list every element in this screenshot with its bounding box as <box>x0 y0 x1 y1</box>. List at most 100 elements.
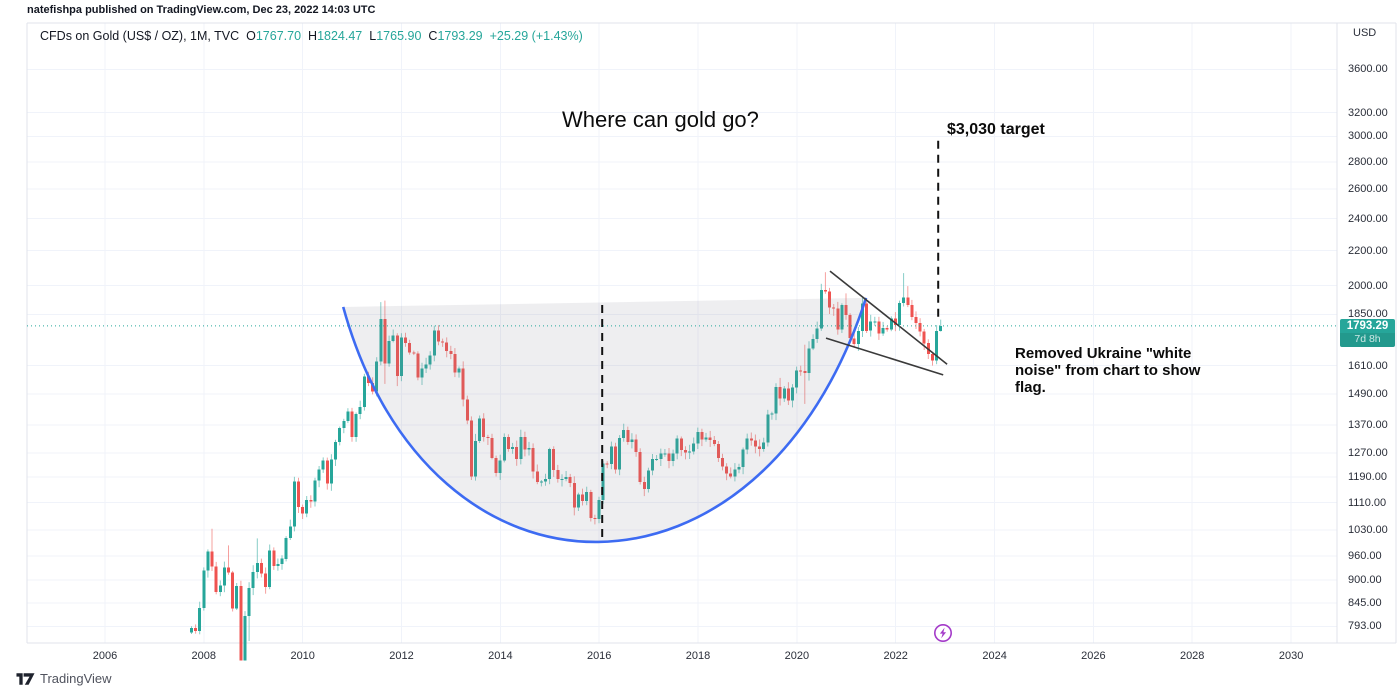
time-tick-label: 2022 <box>883 650 908 662</box>
candle-body <box>753 440 757 447</box>
candle-body <box>560 478 564 480</box>
candle-body <box>692 443 696 452</box>
candle-body <box>782 388 786 399</box>
price-tick-label: 793.00 <box>1348 620 1382 633</box>
price-tick-label: 960.00 <box>1348 550 1382 562</box>
candle-body <box>622 430 626 439</box>
candle-body <box>679 438 683 451</box>
candle-body <box>276 564 280 567</box>
candle-body <box>861 303 864 332</box>
candle-body <box>844 305 848 315</box>
candle-body <box>564 476 568 479</box>
candle-body <box>609 446 613 464</box>
annotation-title: Where can gold go? <box>562 107 759 132</box>
price-tick-label: 1190.00 <box>1348 470 1387 483</box>
currency-label: USD <box>1353 27 1377 39</box>
candle-body <box>741 449 745 468</box>
price-tick-label: 2600.00 <box>1348 183 1388 196</box>
event-marker[interactable] <box>933 623 953 648</box>
price-tick-label: 3600.00 <box>1348 63 1388 76</box>
candle-body <box>461 368 465 400</box>
candle-body <box>404 337 407 344</box>
candle-body <box>655 459 659 461</box>
candle-body <box>305 499 309 514</box>
candle-body <box>819 290 823 329</box>
candle-body <box>412 352 416 354</box>
candle-body <box>202 570 206 608</box>
candle-body <box>445 342 449 351</box>
candle-body <box>280 558 284 565</box>
candle-body <box>424 364 428 369</box>
candle-body <box>469 420 473 477</box>
candle-body <box>589 492 593 518</box>
tradingview-logo[interactable]: TradingView <box>16 671 112 686</box>
candle-body <box>638 452 642 483</box>
candle-body <box>922 331 926 344</box>
price-tick-label: 1610.00 <box>1348 359 1388 372</box>
candle-body <box>762 442 766 450</box>
candle-body <box>325 460 329 484</box>
candle-body <box>700 431 704 440</box>
candle-body <box>939 325 943 332</box>
time-tick-label: 2024 <box>982 650 1007 662</box>
candle-body <box>614 446 617 470</box>
candle-body <box>914 317 918 324</box>
candle-body <box>696 431 700 444</box>
candle-body <box>688 451 692 453</box>
candle-body <box>441 341 445 343</box>
candle-body <box>539 481 543 483</box>
candle-body <box>708 437 712 441</box>
candle-body <box>338 428 342 443</box>
candle-body <box>457 368 461 373</box>
candle-body <box>646 470 650 489</box>
candle-body <box>556 469 560 480</box>
time-tick-label: 2008 <box>191 650 217 662</box>
time-tick-label: 2028 <box>1179 650 1205 662</box>
grid <box>27 23 1337 643</box>
candle-body <box>856 331 860 344</box>
candle-body <box>935 330 939 361</box>
candle-body <box>585 492 589 501</box>
candle-body <box>576 494 580 508</box>
candle-body <box>395 335 399 376</box>
candle-body <box>733 469 737 477</box>
candle-body <box>815 328 819 340</box>
last-price-badge[interactable]: 1793.29 7d 8h <box>1340 318 1395 347</box>
candle-body <box>354 414 358 437</box>
time-tick-label: 2006 <box>92 650 118 662</box>
price-tick-label: 2000.00 <box>1348 279 1388 292</box>
candle-body <box>474 441 477 477</box>
candle-body <box>535 471 539 483</box>
candle-body <box>716 444 720 458</box>
candle-body <box>671 453 675 462</box>
price-tick-label: 1270.00 <box>1348 447 1388 459</box>
candle-body <box>432 330 436 356</box>
candle-body <box>515 446 519 459</box>
attribution-text: natefishpa published on TradingView.com,… <box>27 4 376 16</box>
candle-body <box>667 453 671 462</box>
bar-countdown: 7d 8h <box>1340 332 1395 347</box>
time-tick-label: 2012 <box>389 650 414 662</box>
price-change: +25.29 (+1.43%) <box>489 29 583 43</box>
price-tick-label: 2400.00 <box>1348 212 1388 225</box>
candle-body <box>766 414 770 443</box>
candle-body <box>329 459 333 484</box>
candle-body <box>313 480 317 502</box>
candle-body <box>235 586 239 609</box>
candle-body <box>227 567 230 573</box>
candle-body <box>194 627 198 632</box>
symbol-title: CFDs on Gold (US$ / OZ), 1M, TVC <box>40 29 240 43</box>
candle-body <box>531 448 535 472</box>
candle-body <box>778 386 782 399</box>
price-tick-label: 900.00 <box>1348 573 1382 586</box>
candle-body <box>218 585 222 592</box>
last-price-value: 1793.29 <box>1346 319 1389 332</box>
candle-body <box>568 476 572 483</box>
candle-body <box>885 328 889 330</box>
time-tick-label: 2016 <box>586 650 612 662</box>
candle-body <box>428 355 432 365</box>
candle-body <box>465 399 469 421</box>
candle-body <box>593 517 597 520</box>
candle-body <box>828 291 831 308</box>
